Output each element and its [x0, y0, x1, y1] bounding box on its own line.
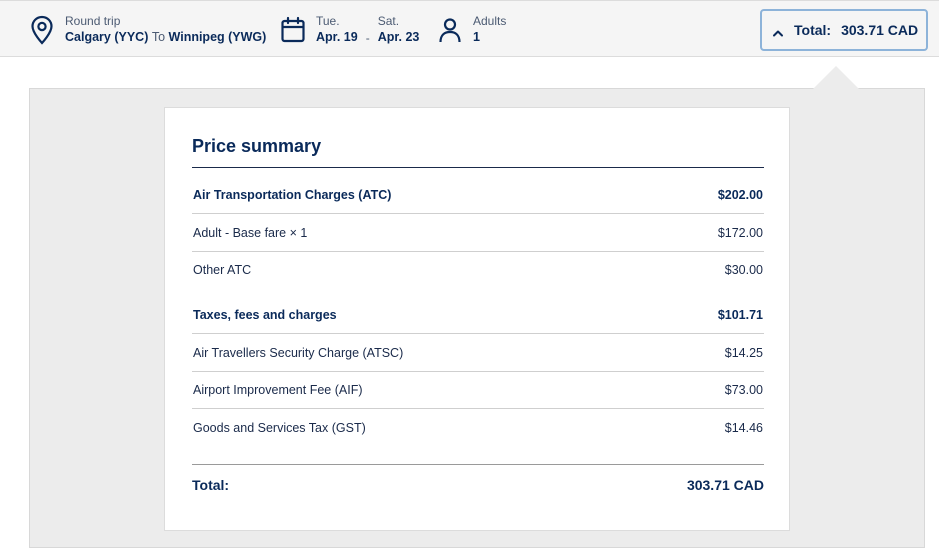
location-pin-icon: [29, 15, 55, 45]
price-row-amount: $101.71: [717, 307, 763, 322]
route-to-word: To: [151, 29, 166, 44]
price-total-label: Total:: [192, 476, 230, 493]
price-row-amount: $30.00: [724, 263, 763, 277]
price-row-amount: $202.00: [717, 187, 763, 202]
total-button-amount: 303.71 CAD: [841, 22, 919, 38]
chevron-up-icon: [772, 25, 784, 37]
price-row-label: Adult - Base fare × 1: [193, 225, 308, 240]
depart-date: Apr. 19: [316, 29, 358, 44]
route-origin: Calgary (YYC): [65, 29, 149, 44]
price-row-aif: Airport Improvement Fee (AIF) $73.00: [192, 371, 764, 409]
price-row-label: Air Transportation Charges (ATC): [193, 187, 392, 202]
route-text: Calgary (YYC) To Winnipeg (YWG): [65, 29, 266, 46]
price-row-atc: Air Transportation Charges (ATC) $202.00: [192, 176, 764, 214]
return-day: Sat.: [377, 13, 400, 28]
price-row-amount: $73.00: [724, 382, 763, 397]
total-button-label: Total:: [794, 22, 832, 38]
price-row-label: Airport Improvement Fee (AIF): [193, 382, 363, 397]
dates-segment[interactable]: Tue. Apr. 19 - Sat. Apr. 23: [280, 1, 419, 58]
price-row-label: Taxes, fees and charges: [193, 307, 337, 322]
panel-pointer: [813, 66, 859, 89]
person-icon: [437, 15, 463, 45]
passenger-count: 1: [473, 29, 480, 44]
passengers-segment[interactable]: Adults 1: [437, 1, 506, 58]
price-row-amount: $14.25: [724, 345, 763, 360]
price-row-label: Air Travellers Security Charge (ATSC): [193, 345, 404, 360]
price-row-label: Goods and Services Tax (GST): [193, 421, 366, 435]
title-divider: [192, 167, 764, 168]
price-row-base-fare: Adult - Base fare × 1 $172.00: [192, 214, 764, 252]
price-total-row: Total: 303.71 CAD: [192, 464, 764, 504]
price-row-atsc: Air Travellers Security Charge (ATSC) $1…: [192, 334, 764, 372]
trip-type-label: Round trip: [65, 13, 121, 28]
passenger-type-label: Adults: [473, 13, 507, 28]
price-summary-title: Price summary: [192, 136, 322, 156]
total-toggle-button[interactable]: Total: 303.71 CAD: [760, 9, 928, 51]
price-summary-card: Price summary Air Transportation Charges…: [164, 107, 790, 531]
route-destination: Winnipeg (YWG): [168, 29, 267, 44]
depart-day: Tue.: [316, 13, 340, 28]
calendar-icon: [280, 15, 306, 45]
trip-segment[interactable]: Round trip Calgary (YYC) To Winnipeg (YW…: [29, 1, 266, 58]
price-row-other-atc: Other ATC $30.00: [192, 251, 764, 289]
price-row-gst: Goods and Services Tax (GST) $14.46: [192, 409, 764, 447]
date-separator: -: [365, 30, 370, 45]
price-row-amount: $172.00: [717, 225, 763, 240]
return-date: Apr. 23: [377, 29, 420, 44]
price-row-label: Other ATC: [193, 263, 252, 277]
price-row-amount: $14.46: [724, 421, 763, 435]
trip-summary-bar: Round trip Calgary (YYC) To Winnipeg (YW…: [0, 0, 939, 57]
price-total-amount: 303.71 CAD: [686, 476, 764, 493]
price-row-taxes: Taxes, fees and charges $101.71: [192, 296, 764, 334]
